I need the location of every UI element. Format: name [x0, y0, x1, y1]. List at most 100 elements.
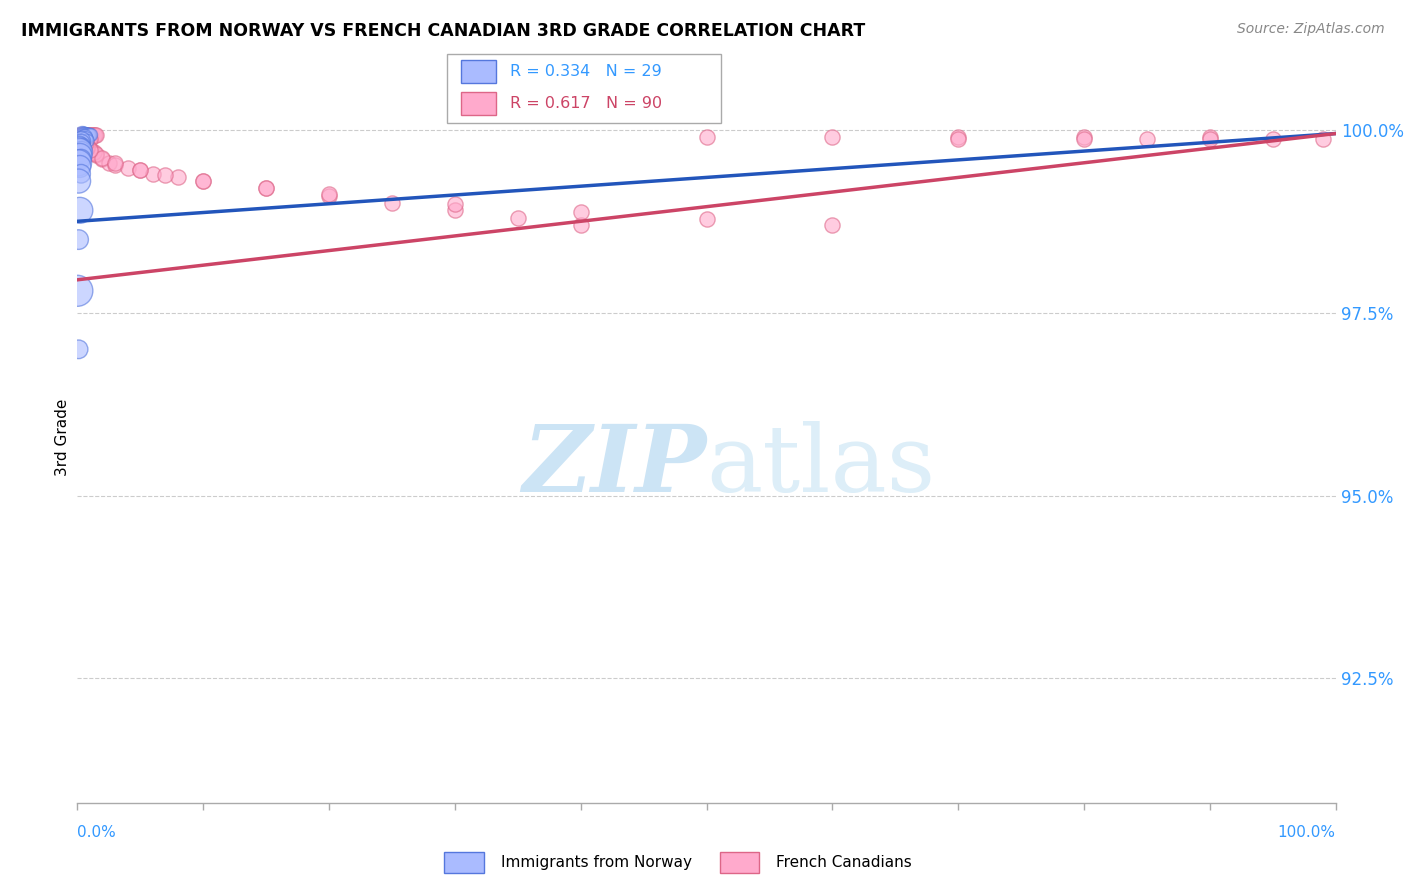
Point	[69, 134, 91, 148]
Point	[569, 204, 592, 219]
Point	[155, 168, 177, 182]
Point	[1199, 131, 1222, 145]
Point	[76, 144, 98, 158]
Point	[83, 128, 105, 142]
Point	[129, 163, 152, 178]
Point	[948, 130, 970, 145]
Point	[72, 139, 94, 153]
Point	[76, 128, 98, 142]
Point	[75, 144, 97, 158]
Point	[1199, 130, 1222, 145]
Point	[77, 131, 100, 145]
Point	[70, 134, 93, 148]
Point	[75, 131, 97, 145]
Point	[948, 131, 970, 145]
Point	[72, 134, 94, 148]
Point	[381, 196, 404, 211]
Point	[129, 163, 152, 178]
Point	[72, 128, 94, 142]
Point	[69, 203, 91, 218]
Bar	[444, 853, 484, 873]
Text: IMMIGRANTS FROM NORWAY VS FRENCH CANADIAN 3RD GRADE CORRELATION CHART: IMMIGRANTS FROM NORWAY VS FRENCH CANADIA…	[21, 22, 865, 40]
Point	[75, 136, 97, 150]
Bar	[720, 853, 759, 873]
Point	[84, 148, 107, 162]
Point	[80, 144, 103, 158]
Point	[72, 131, 94, 145]
Point	[444, 197, 467, 211]
Text: Immigrants from Norway: Immigrants from Norway	[501, 855, 692, 870]
Point	[1136, 131, 1159, 145]
Point	[97, 155, 120, 169]
Point	[70, 144, 93, 158]
Bar	[461, 61, 496, 83]
Point	[77, 128, 100, 142]
Point	[72, 128, 94, 142]
Point	[79, 144, 101, 158]
Point	[191, 174, 215, 188]
Point	[70, 128, 93, 142]
Point	[67, 155, 90, 169]
Text: atlas: atlas	[707, 421, 936, 511]
Point	[69, 137, 91, 152]
Text: ZIP: ZIP	[522, 421, 707, 511]
Point	[696, 130, 718, 145]
Point	[72, 139, 94, 153]
Point	[69, 148, 91, 162]
Point	[75, 139, 97, 153]
Point	[84, 128, 107, 142]
Point	[67, 233, 90, 247]
Point	[75, 128, 97, 142]
Text: R = 0.334   N = 29: R = 0.334 N = 29	[510, 64, 662, 79]
Point	[80, 128, 103, 142]
Point	[66, 284, 89, 298]
Point	[1312, 131, 1334, 145]
Point	[91, 151, 114, 165]
Y-axis label: 3rd Grade: 3rd Grade	[55, 399, 70, 475]
Point	[70, 152, 93, 166]
Point	[73, 130, 96, 145]
Point	[142, 167, 165, 181]
Point	[569, 218, 592, 232]
Point	[76, 128, 98, 142]
Point	[75, 139, 97, 153]
Point	[70, 145, 93, 159]
Point	[70, 139, 93, 153]
Point	[79, 128, 101, 142]
Point	[696, 212, 718, 227]
Point	[76, 134, 98, 148]
Point	[69, 160, 91, 174]
Point	[73, 144, 96, 158]
Point	[72, 136, 94, 150]
Point	[191, 174, 215, 188]
Point	[104, 158, 127, 172]
FancyBboxPatch shape	[447, 54, 721, 123]
Point	[73, 128, 96, 142]
Point	[72, 128, 94, 142]
Point	[1073, 131, 1095, 145]
Point	[318, 188, 340, 202]
Point	[506, 211, 529, 225]
Point	[67, 343, 90, 357]
Point	[75, 128, 97, 142]
Point	[72, 136, 94, 150]
Text: R = 0.617   N = 90: R = 0.617 N = 90	[510, 96, 662, 112]
Point	[444, 203, 467, 218]
Point	[70, 136, 93, 150]
Point	[72, 139, 94, 153]
Text: French Canadians: French Canadians	[776, 855, 912, 870]
Point	[80, 128, 103, 142]
Point	[73, 136, 96, 150]
Point	[72, 128, 94, 142]
Point	[69, 128, 91, 142]
Text: Source: ZipAtlas.com: Source: ZipAtlas.com	[1237, 22, 1385, 37]
Text: 0.0%: 0.0%	[77, 825, 117, 840]
Point	[72, 136, 94, 150]
Point	[82, 146, 104, 161]
Point	[117, 161, 139, 175]
Point	[821, 218, 844, 232]
Point	[104, 155, 127, 169]
Point	[77, 128, 100, 142]
Point	[75, 131, 97, 145]
Point	[72, 137, 94, 152]
